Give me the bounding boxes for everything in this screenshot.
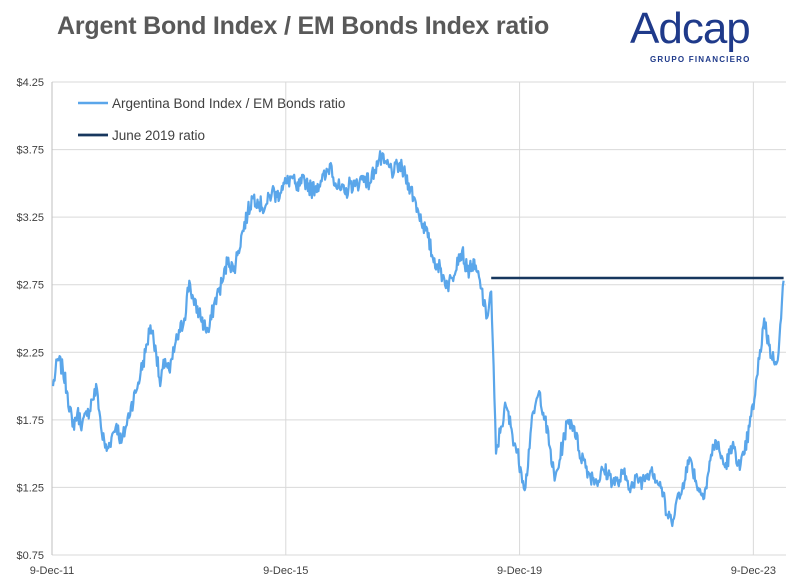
y-tick-label: $2.25 [16, 347, 44, 359]
chart-title: Argent Bond Index / EM Bonds Index ratio [57, 12, 550, 40]
company-logo: Adcap GRUPO FINANCIERO [626, 4, 786, 70]
y-tick-label: $3.25 [16, 212, 44, 224]
x-tick-label: 9-Dec-15 [263, 565, 308, 577]
x-tick-label: 9-Dec-19 [497, 565, 542, 577]
y-tick-label: $1.75 [16, 415, 44, 427]
y-tick-label: $3.75 [16, 145, 44, 157]
grid [51, 81, 786, 556]
axes: $0.75 $1.25 $1.75 $2.25 $2.75 $3.25 $3.75 $4.25… [16, 77, 776, 577]
y-tick-label: $2.75 [16, 280, 44, 292]
y-tick-label: $1.25 [16, 482, 44, 494]
y-tick-label: $0.75 [16, 550, 44, 562]
x-tick-label: 9-Dec-11 [30, 565, 74, 577]
logo-wordmark: Adcap [630, 4, 751, 53]
y-tick-label: $4.25 [16, 77, 44, 89]
series [51, 150, 785, 528]
legend: Argentina Bond Index / EM Bonds ratio Jun… [78, 96, 345, 143]
legend-label: June 2019 ratio [112, 128, 205, 143]
series-line-argentina-ratio [51, 150, 785, 528]
logo-tagline: GRUPO FINANCIERO [650, 55, 751, 64]
legend-label: Argentina Bond Index / EM Bonds ratio [112, 96, 345, 111]
x-tick-label: 9-Dec-23 [731, 565, 776, 577]
